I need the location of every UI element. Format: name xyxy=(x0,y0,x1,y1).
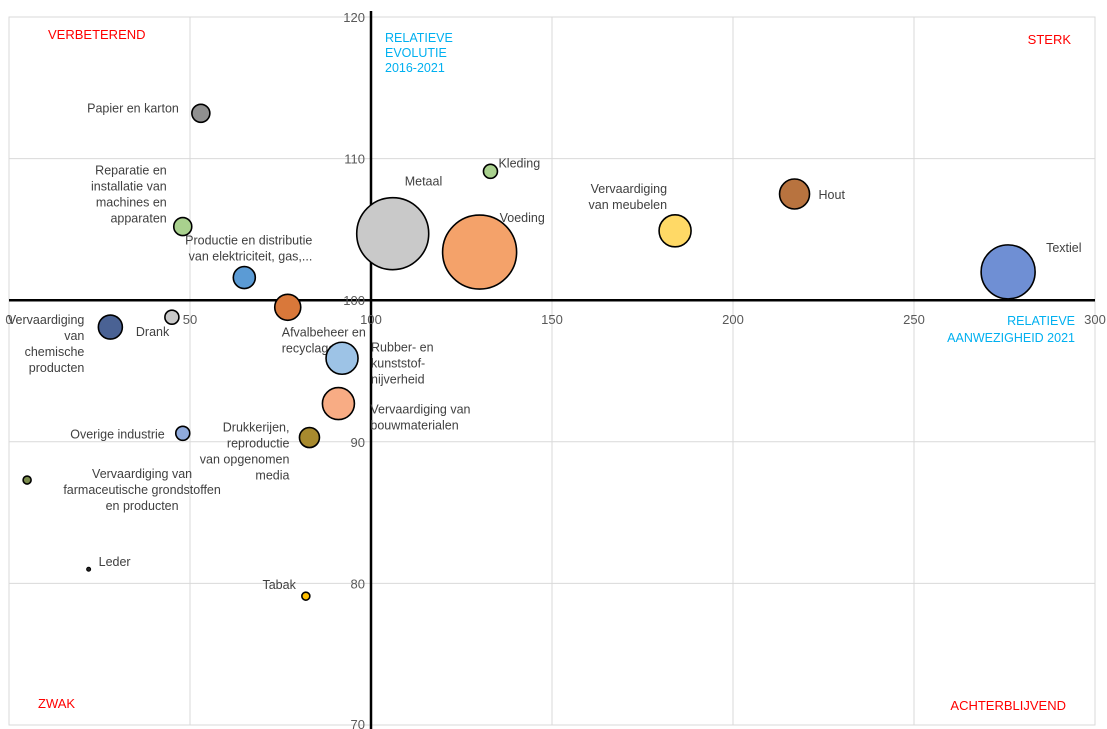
bubble-point xyxy=(778,178,811,210)
bubble-point xyxy=(191,103,211,124)
bubble-point xyxy=(273,293,302,322)
bubble-label: Voeding xyxy=(500,211,545,225)
bubble-point xyxy=(325,341,359,376)
y-tick-label: 70 xyxy=(351,717,365,729)
bubble-label: Leder xyxy=(99,555,131,569)
bubble-label: Rubber- en kunststof-nijverheid xyxy=(371,340,434,386)
bubble-label: Vervaardiging van bouwmaterialen xyxy=(370,403,470,433)
bubble-label: Productie en distributie van elektricitei… xyxy=(185,234,312,264)
x-tick-label: 0 xyxy=(5,312,12,327)
quadrant-label-top-left: VERBETEREND xyxy=(48,27,146,42)
x-tick-label: 150 xyxy=(541,312,563,327)
y-axis-title: RELATIEVE EVOLUTIE 2016-2021 xyxy=(385,31,453,75)
bubble-label: Textiel xyxy=(1046,241,1081,255)
bubble-label: Vervaardiging van farmaceutische grondsto… xyxy=(63,467,221,513)
bubble-label: Vervaardiging van meubelen xyxy=(589,182,668,212)
bubble-label: Afvalbeheer en recyclage xyxy=(282,325,366,355)
quadrant-label-bottom-right: ACHTERBLIJVEND xyxy=(950,698,1066,713)
bubble-point xyxy=(658,214,692,248)
quadrant-label-bottom-left: ZWAK xyxy=(38,696,75,711)
bubble-point xyxy=(22,475,32,485)
x-axis-title: RELATIEVE AANWEZIGHEID 2021 xyxy=(947,314,1075,345)
bubble-label: Hout xyxy=(819,188,846,202)
bubble-point xyxy=(164,309,180,325)
bubble-point xyxy=(174,425,191,442)
bubble-label: Reparatie en installatie van machines en ap… xyxy=(91,164,167,226)
bubble-label: Vervaardiging van chemische producten xyxy=(8,313,84,375)
bubble-point xyxy=(301,591,311,601)
bubble-label: Drukkerijen, reproductie van opgenomen medi… xyxy=(200,421,290,483)
bubble-label: Kleding xyxy=(498,156,540,170)
bubble-point xyxy=(172,216,193,237)
quadrant-label-top-right: STERK xyxy=(1028,32,1072,47)
bubble-point xyxy=(97,314,124,340)
bubble-point xyxy=(321,386,356,421)
bubble-label: Drank xyxy=(136,325,170,339)
x-tick-label: 300 xyxy=(1084,312,1106,327)
bubble-point xyxy=(980,244,1036,300)
bubble-point xyxy=(298,426,321,449)
bubble-label: Papier en karton xyxy=(87,101,179,115)
x-tick-label: 50 xyxy=(183,312,197,327)
bubble-point xyxy=(441,214,518,290)
y-tick-label: 100 xyxy=(343,293,365,308)
y-tick-label: 80 xyxy=(351,576,365,591)
y-tick-label: 120 xyxy=(343,10,365,25)
bubble-label: Tabak xyxy=(262,578,296,592)
y-tick-label: 110 xyxy=(344,152,365,167)
x-tick-label: 100 xyxy=(360,312,382,327)
bubble-point xyxy=(86,566,92,572)
bubble-point xyxy=(232,265,257,290)
y-tick-label: 90 xyxy=(351,435,365,450)
bubble-point xyxy=(355,196,430,271)
bubble-point xyxy=(482,163,499,180)
bubble-label: Metaal xyxy=(405,175,443,189)
bubble-label: Overige industrie xyxy=(70,427,165,441)
x-tick-label: 250 xyxy=(903,312,925,327)
x-tick-label: 200 xyxy=(722,312,744,327)
